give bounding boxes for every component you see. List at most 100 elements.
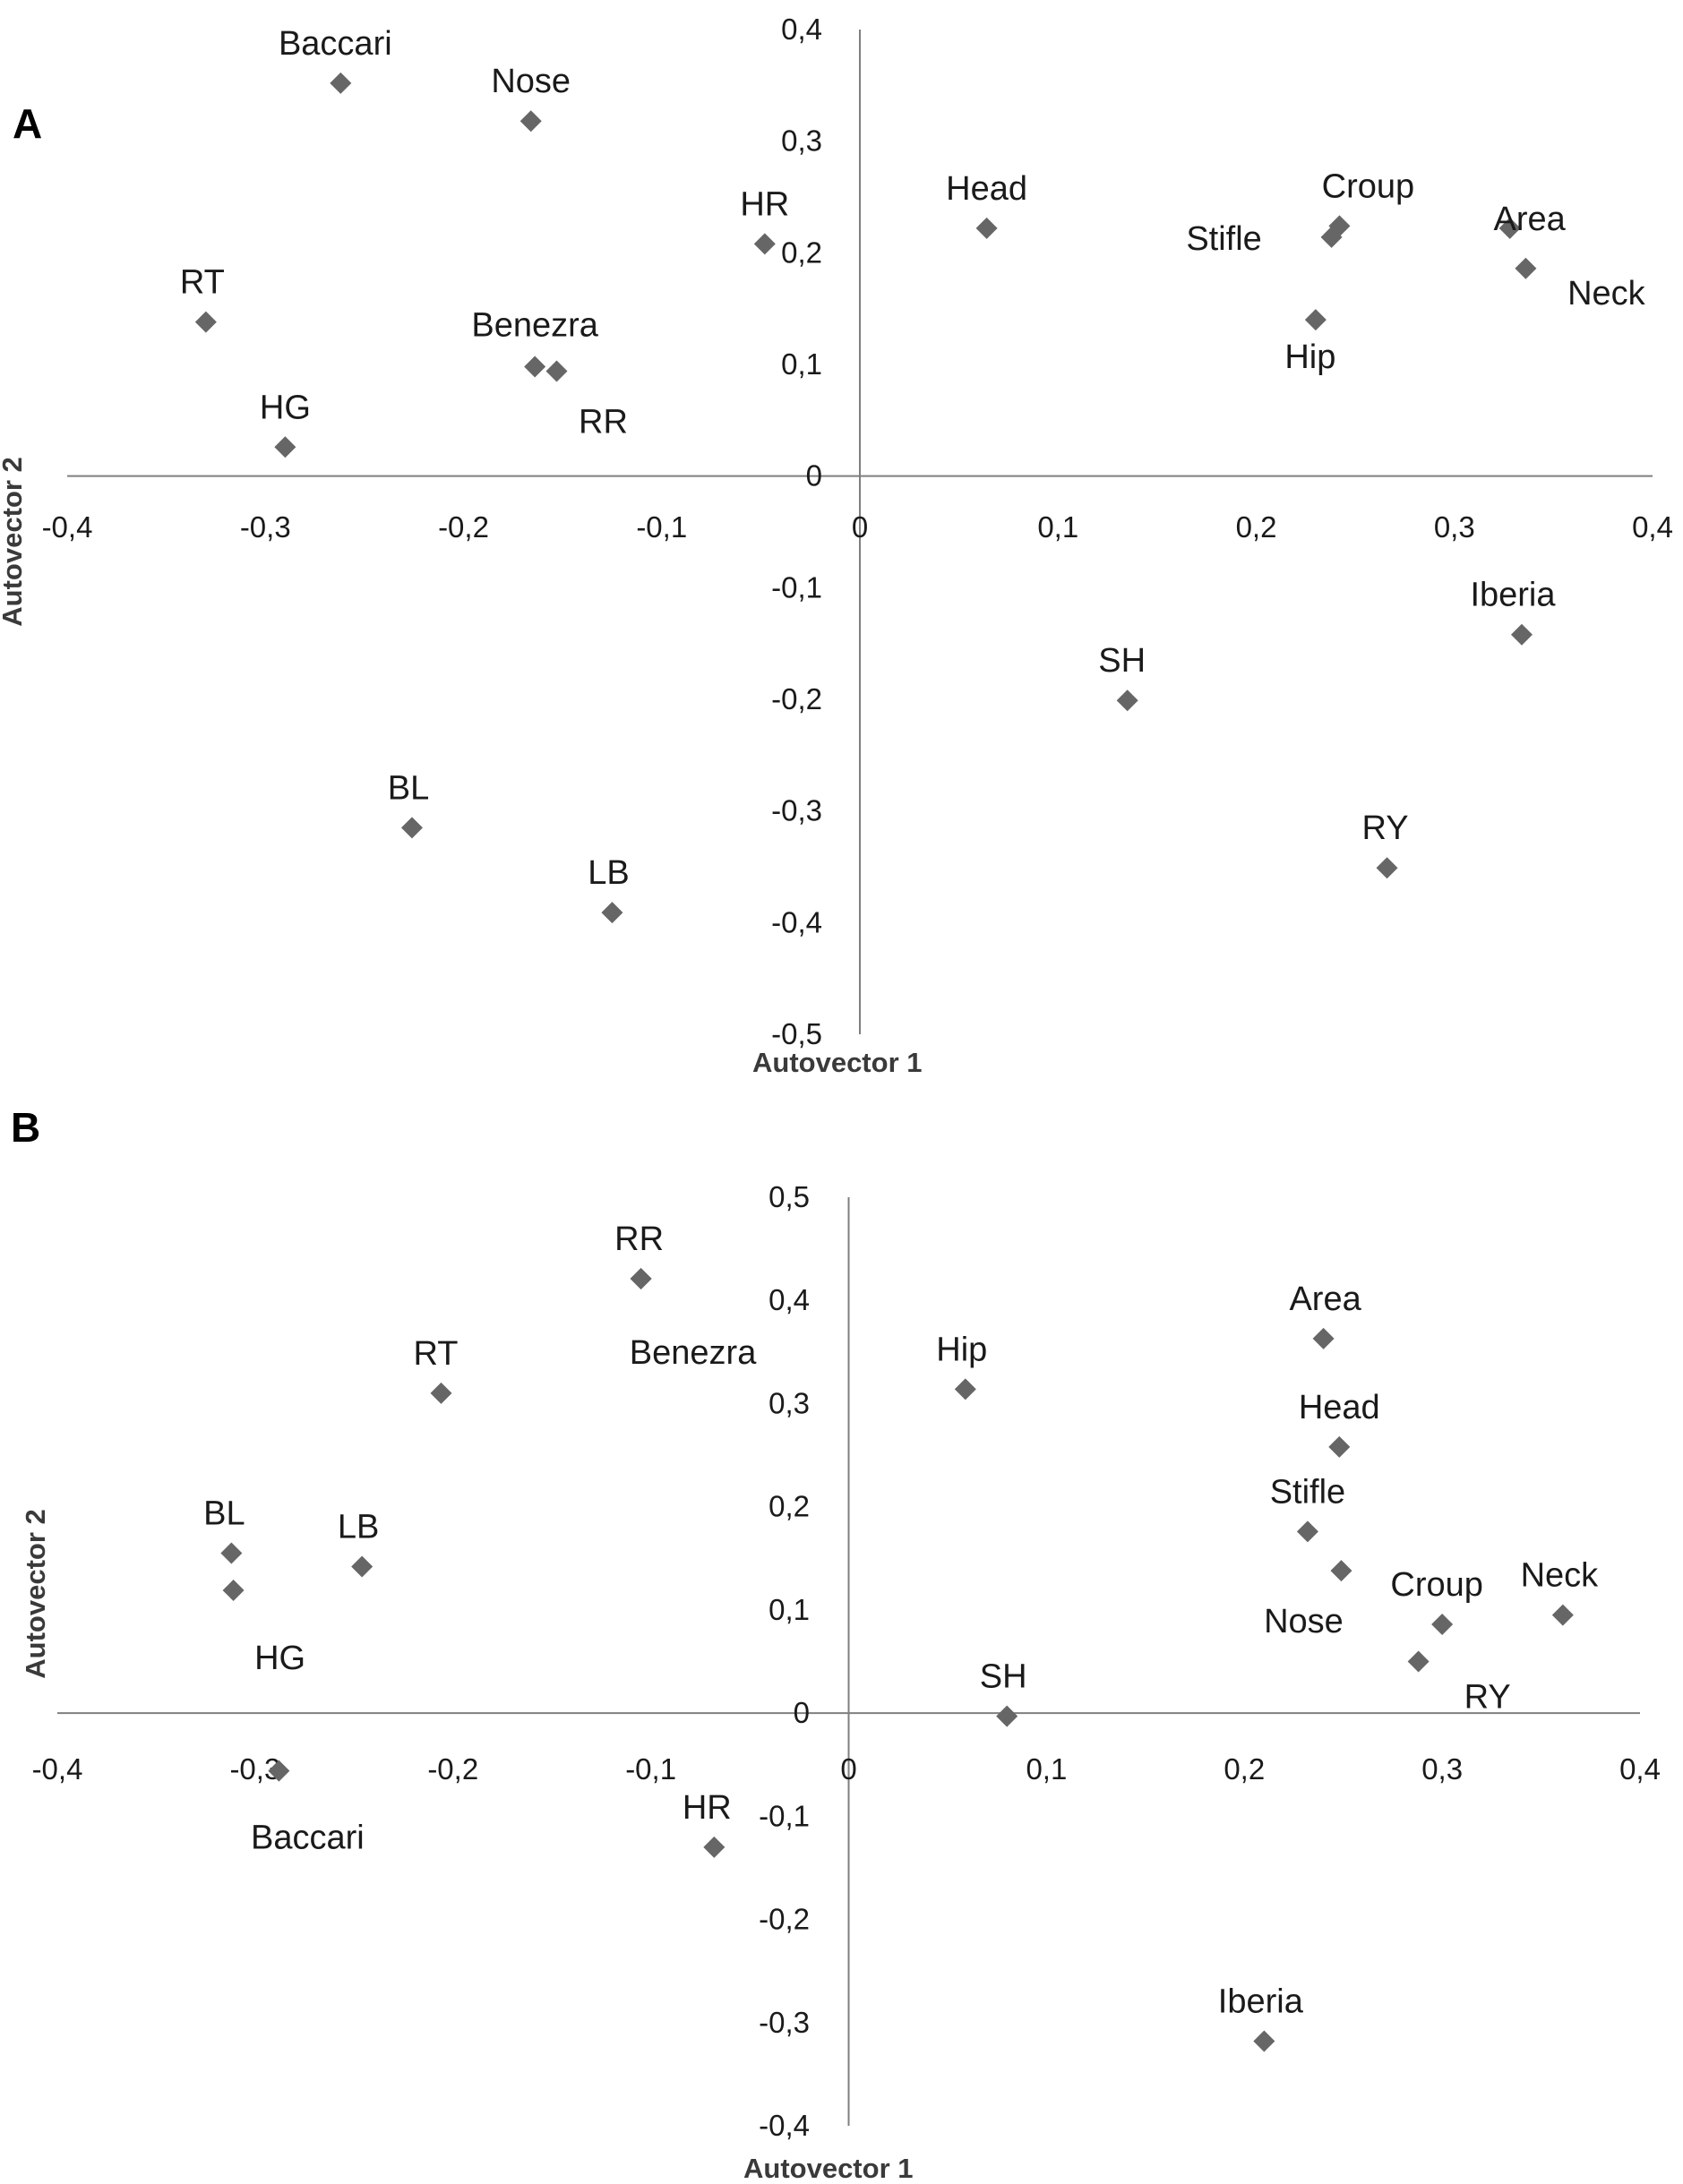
point-label-rr: RR xyxy=(579,403,628,441)
data-point-hg xyxy=(222,1579,245,1601)
data-point-neck xyxy=(1551,1604,1574,1626)
data-point-bl xyxy=(220,1542,243,1564)
point-label-area: Area xyxy=(1289,1280,1361,1318)
point-label-benezra: Benezra xyxy=(471,306,598,344)
data-point-hr xyxy=(753,233,776,255)
point-label-iberia: Iberia xyxy=(1470,577,1556,614)
x-tick-label: 0 xyxy=(840,1752,856,1786)
point-label-hip: Hip xyxy=(936,1331,987,1368)
point-label-stifle: Stifle xyxy=(1186,220,1261,258)
point-label-nose: Nose xyxy=(1264,1603,1344,1640)
data-point-baccari xyxy=(268,1760,290,1782)
data-point-area xyxy=(1312,1327,1335,1349)
point-label-nose: Nose xyxy=(491,63,571,100)
data-point-hr xyxy=(703,1836,726,1858)
point-label-baccari: Baccari xyxy=(251,1820,365,1857)
data-point-benezra xyxy=(524,355,546,378)
point-label-hr: HR xyxy=(683,1789,732,1827)
y-tick-label: 0,4 xyxy=(781,13,822,46)
y-tick-label: 0,2 xyxy=(769,1490,810,1523)
panel-a: A -0,4 -0,3 -0,2 -0,1 0 0,1 0,2 0,3 0,4 0,4 0,3 0,2… xyxy=(0,13,1673,1078)
point-label-neck: Neck xyxy=(1521,1557,1600,1595)
data-point-bl xyxy=(400,817,423,839)
y-tick-label: 0 xyxy=(794,1696,810,1729)
point-label-iberia: Iberia xyxy=(1218,1983,1304,2021)
panel-a-letter: A xyxy=(13,100,42,147)
x-tick-label: -0,4 xyxy=(32,1752,83,1786)
y-tick-label: -0,2 xyxy=(759,1903,810,1936)
y-tick-label: 0,3 xyxy=(781,124,822,158)
point-label-sh: SH xyxy=(1098,642,1146,680)
panel-b: B -0,4 -0,3 -0,2 -0,1 0 0,1 0,2 0,3 0,4 0,5 0,4 0,3… xyxy=(11,1104,1661,2184)
x-tick-label: 0,4 xyxy=(1632,510,1673,544)
data-point-nose xyxy=(1330,1560,1352,1582)
y-tick-label: 0,4 xyxy=(769,1283,810,1316)
data-point-croup xyxy=(1431,1614,1454,1636)
y-tick-label: 0,1 xyxy=(769,1593,810,1626)
data-point-head xyxy=(975,217,998,239)
point-label-stifle: Stifle xyxy=(1270,1473,1345,1511)
data-point-rt xyxy=(430,1382,452,1404)
point-label-croup: Croup xyxy=(1390,1566,1483,1604)
data-point-iberia xyxy=(1253,2030,1275,2052)
point-label-croup: Croup xyxy=(1322,167,1415,205)
y-axis-title: Autovector 2 xyxy=(0,457,28,626)
data-point-baccari xyxy=(330,72,352,94)
point-label-ry: RY xyxy=(1464,1679,1511,1717)
data-point-lb xyxy=(601,902,623,924)
y-tick-label: -0,1 xyxy=(759,1799,810,1832)
y-axis-title: Autovector 2 xyxy=(20,1509,51,1678)
data-point-iberia xyxy=(1510,623,1533,646)
y-tick-label: -0,4 xyxy=(759,2109,810,2142)
x-tick-label: 0,2 xyxy=(1236,510,1277,544)
data-point-neck xyxy=(1515,257,1537,279)
data-point-rr xyxy=(545,360,568,382)
x-tick-label: 0,1 xyxy=(1037,510,1078,544)
x-tick-label: 0 xyxy=(852,510,868,544)
x-tick-label: 0,3 xyxy=(1434,510,1475,544)
data-point-area xyxy=(1498,217,1521,239)
point-label-head: Head xyxy=(1299,1389,1380,1426)
data-point-hg xyxy=(274,436,296,458)
data-point-hip xyxy=(954,1378,976,1400)
point-label-bl: BL xyxy=(203,1495,245,1533)
data-point-hip xyxy=(1304,309,1327,331)
point-label-hg: HG xyxy=(260,389,311,426)
x-tick-label: -0,1 xyxy=(636,510,687,544)
point-label-sh: SH xyxy=(980,1658,1027,1696)
point-label-lb: LB xyxy=(588,854,629,892)
data-point-stifle xyxy=(1296,1520,1318,1543)
data-point-stifle xyxy=(1320,226,1343,248)
y-tick-label: -0,4 xyxy=(771,905,822,938)
point-label-head: Head xyxy=(946,170,1027,208)
data-point-lb xyxy=(351,1555,374,1578)
point-label-ry: RY xyxy=(1361,809,1408,847)
point-label-hip: Hip xyxy=(1284,338,1335,376)
point-label-benezra: Benezra xyxy=(630,1334,757,1372)
point-label-hg: HG xyxy=(254,1640,305,1677)
x-axis-title: Autovector 1 xyxy=(743,2153,913,2184)
y-tick-label: -0,2 xyxy=(771,682,822,715)
data-point-ry xyxy=(1376,857,1398,879)
y-tick-label: -0,3 xyxy=(771,794,822,827)
y-tick-label: -0,3 xyxy=(759,2006,810,2039)
y-tick-label: 0,5 xyxy=(769,1180,810,1213)
point-label-rr: RR xyxy=(614,1220,664,1258)
y-tick-label: 0 xyxy=(806,459,822,492)
data-point-sh xyxy=(996,1705,1018,1727)
x-tick-label: 0,4 xyxy=(1619,1752,1661,1786)
x-tick-label: -0,4 xyxy=(42,510,93,544)
data-point-nose xyxy=(519,110,542,133)
x-tick-label: -0,1 xyxy=(625,1752,676,1786)
x-tick-label: -0,2 xyxy=(438,510,489,544)
panel-b-letter: B xyxy=(11,1104,40,1151)
data-point-head xyxy=(1328,1435,1351,1458)
data-point-sh xyxy=(1116,689,1138,712)
point-label-bl: BL xyxy=(388,769,429,807)
point-label-rt: RT xyxy=(414,1335,459,1373)
x-tick-label: 0,1 xyxy=(1026,1752,1067,1786)
x-tick-label: -0,2 xyxy=(427,1752,478,1786)
point-label-lb: LB xyxy=(338,1508,379,1546)
x-axis-title: Autovector 1 xyxy=(752,1047,922,1078)
